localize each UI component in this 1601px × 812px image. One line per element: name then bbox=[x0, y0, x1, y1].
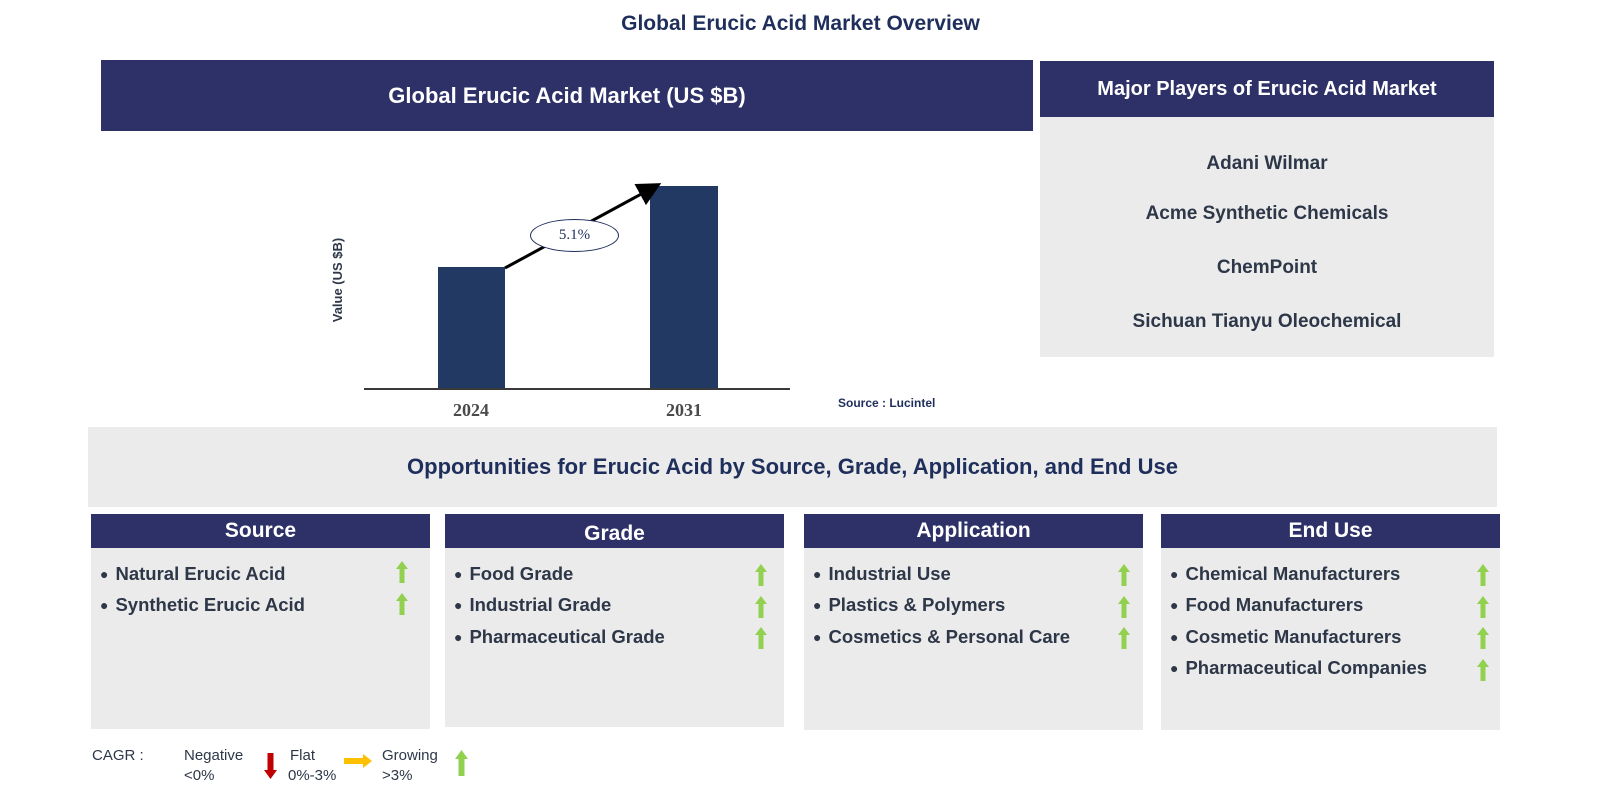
legend-negative-range: <0% bbox=[184, 767, 215, 784]
source-note: Source : Lucintel bbox=[838, 396, 936, 410]
list-item: ● Food Grade bbox=[445, 558, 784, 590]
player-item: Adani Wilmar bbox=[1206, 153, 1328, 174]
list-item: ● Industrial Use bbox=[804, 558, 1143, 590]
arrow-up-icon bbox=[1477, 595, 1489, 618]
y-axis-label: Value (US $B) bbox=[330, 237, 345, 323]
x-tick-2024: 2024 bbox=[453, 400, 489, 420]
category-source: Source ● Natural Erucic Acid ● Synthetic E… bbox=[91, 514, 430, 729]
arrow-up-icon bbox=[396, 592, 408, 615]
major-players-panel: Major Players of Erucic Acid Market Adan… bbox=[1040, 61, 1494, 357]
arrow-up-icon bbox=[455, 750, 468, 776]
category-title: End Use bbox=[1161, 514, 1500, 548]
list-item: ● Plastics & Polymers bbox=[804, 590, 1143, 622]
list-item: ● Natural Erucic Acid bbox=[91, 558, 430, 590]
category-grade: Grade ● Food Grade ● Industrial Grade ● Pha… bbox=[445, 514, 784, 727]
legend-label: CAGR : bbox=[92, 747, 144, 764]
list-item: ● Synthetic Erucic Acid bbox=[91, 590, 430, 622]
arrow-up-icon bbox=[1118, 627, 1130, 649]
arrow-down-icon bbox=[264, 753, 277, 779]
arrow-up-icon bbox=[1118, 564, 1130, 586]
bar-2024 bbox=[438, 267, 505, 388]
list-item: ● Industrial Grade bbox=[445, 590, 784, 622]
arrow-up-icon bbox=[1477, 564, 1489, 586]
category-application: Application ● Industrial Use ● Plastics & … bbox=[804, 514, 1143, 730]
bar-2031 bbox=[650, 186, 718, 388]
arrow-up-icon bbox=[755, 627, 767, 649]
cagr-legend: CAGR : Negative <0% Flat 0%-3% Growing >… bbox=[92, 746, 592, 796]
chart-panel-header: Global Erucic Acid Market (US $B) bbox=[101, 60, 1033, 131]
legend-growing-range: >3% bbox=[382, 767, 413, 784]
category-title: Application bbox=[804, 514, 1143, 548]
arrow-up-icon bbox=[1477, 658, 1489, 681]
list-item: ● Cosmetics & Personal Care bbox=[804, 621, 1143, 653]
arrow-up-icon bbox=[396, 561, 408, 583]
player-item: Acme Synthetic Chemicals bbox=[1145, 203, 1389, 224]
category-title: Grade bbox=[445, 514, 784, 548]
list-item: ● Chemical Manufacturers bbox=[1161, 558, 1500, 590]
list-item: ● Pharmaceutical Grade bbox=[445, 621, 784, 653]
arrow-right-icon bbox=[344, 754, 372, 768]
arrow-up-icon bbox=[755, 595, 767, 618]
arrow-up-icon bbox=[755, 564, 767, 586]
page-title: Global Erucic Acid Market Overview bbox=[621, 12, 980, 35]
player-item: Sichuan Tianyu Oleochemical bbox=[1132, 311, 1402, 332]
cagr-badge: 5.1% bbox=[530, 219, 619, 252]
opportunities-header: Opportunities for Erucic Acid by Source,… bbox=[88, 427, 1497, 507]
list-item: ● Cosmetic Manufacturers bbox=[1161, 621, 1500, 653]
category-end-use: End Use ● Chemical Manufacturers ● Food Ma… bbox=[1161, 514, 1500, 730]
player-item: ChemPoint bbox=[1216, 257, 1318, 278]
major-players-header: Major Players of Erucic Acid Market bbox=[1040, 61, 1494, 117]
list-item: ● Pharmaceutical Companies bbox=[1161, 653, 1500, 685]
x-axis-line bbox=[364, 388, 790, 390]
legend-flat-range: 0%-3% bbox=[288, 767, 337, 784]
legend-growing-name: Growing bbox=[382, 747, 438, 764]
arrow-up-icon bbox=[1477, 627, 1489, 649]
legend-flat-name: Flat bbox=[290, 747, 316, 764]
x-tick-2031: 2031 bbox=[666, 400, 702, 420]
arrow-up-icon bbox=[1118, 595, 1130, 618]
legend-negative-name: Negative bbox=[184, 747, 244, 764]
list-item: ● Food Manufacturers bbox=[1161, 590, 1500, 622]
category-title: Source bbox=[91, 514, 430, 548]
